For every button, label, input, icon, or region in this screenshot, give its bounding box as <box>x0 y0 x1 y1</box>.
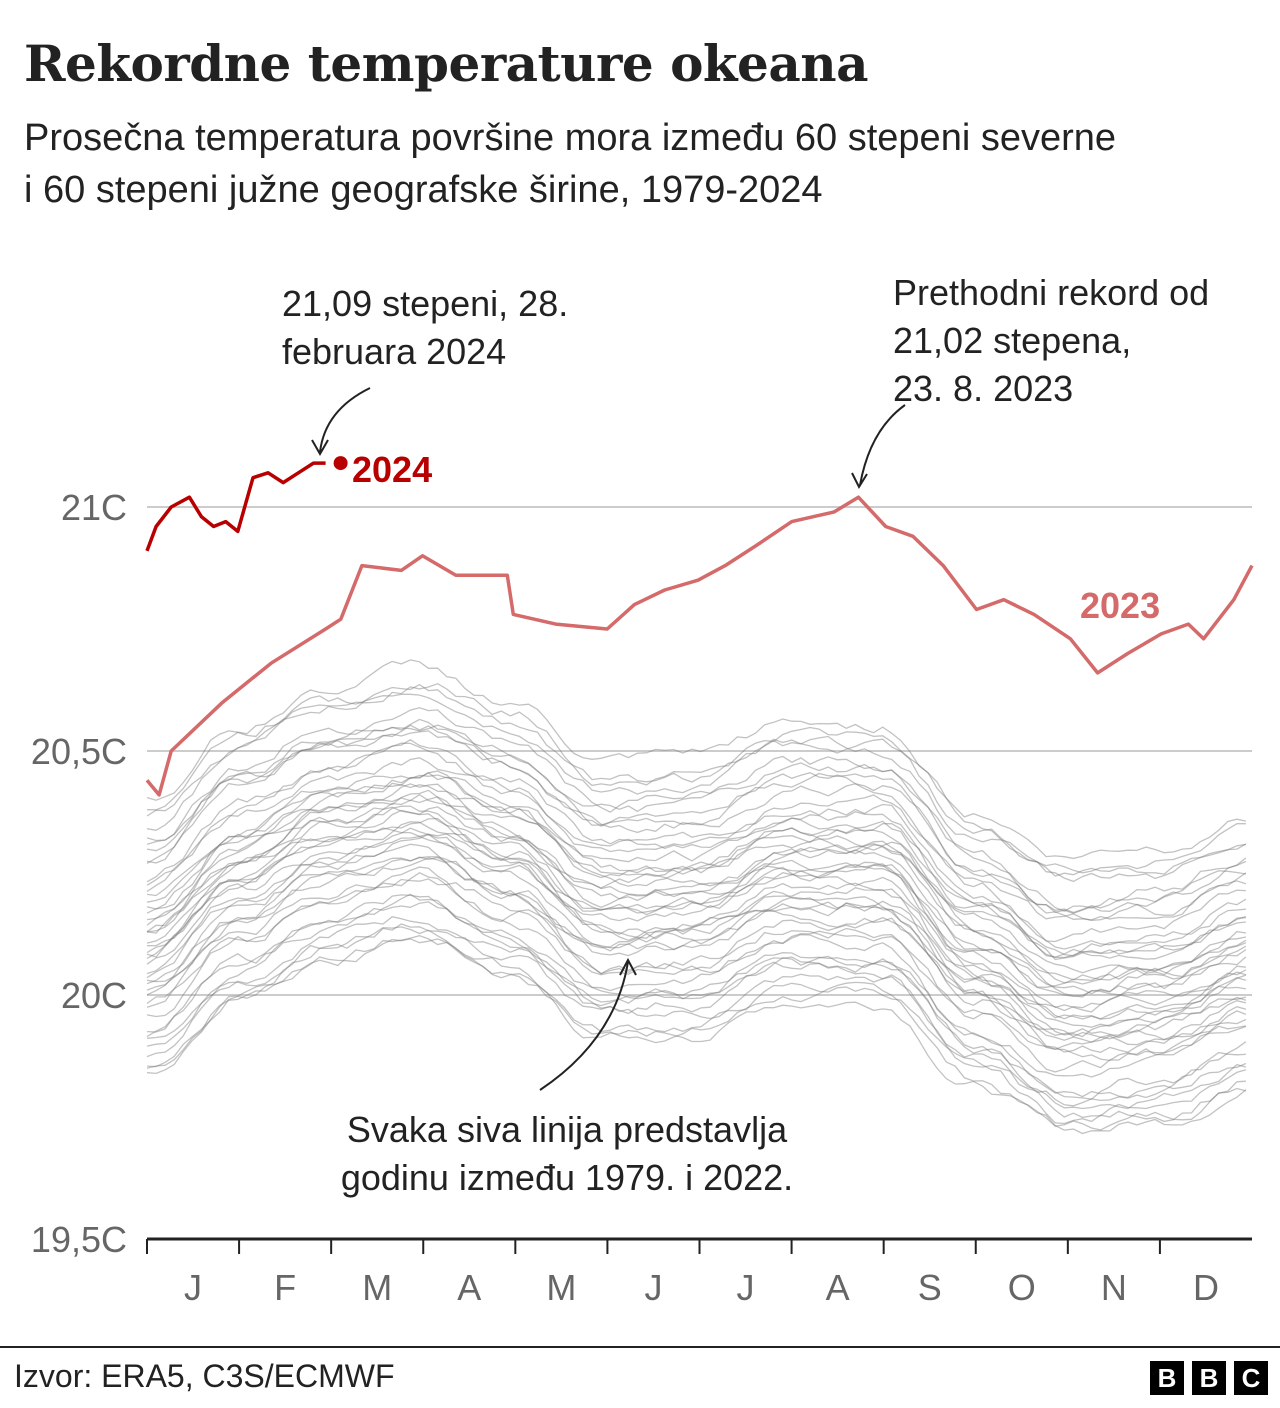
annotation-2024-record: 21,09 stepeni, 28. <box>282 283 568 324</box>
grey-year-line <box>146 938 1247 1135</box>
x-tick-label: N <box>1101 1267 1127 1308</box>
x-tick-label: J <box>737 1267 755 1308</box>
grey-year-line <box>146 789 1247 998</box>
grey-year-line <box>146 783 1247 981</box>
series-line-2024 <box>145 461 326 552</box>
grey-year-line <box>146 827 1247 1028</box>
grey-year-line <box>146 915 1247 1110</box>
grey-year-line <box>146 926 1246 1125</box>
chart-title: Rekordne temperature okeana <box>24 34 869 93</box>
annotation-2023-record: 21,02 stepena, <box>893 320 1131 361</box>
y-tick-label: 21C <box>61 487 127 528</box>
x-tick-label: M <box>362 1267 392 1308</box>
grey-year-line <box>146 856 1247 1043</box>
grey-year-line <box>146 730 1247 922</box>
grey-year-line <box>146 893 1247 1099</box>
grey-year-line <box>146 757 1246 957</box>
grey-year-line <box>146 770 1246 961</box>
x-tick-label: A <box>457 1267 481 1308</box>
annotation-2023-record: 23. 8. 2023 <box>893 368 1073 409</box>
grey-year-line <box>146 857 1247 1050</box>
grey-year-line <box>146 843 1247 1041</box>
grey-year-line <box>146 878 1247 1062</box>
grey-year-line <box>146 774 1247 958</box>
grey-year-line <box>146 693 1246 883</box>
x-tick-label: A <box>826 1267 850 1308</box>
y-tick-label: 20C <box>61 975 127 1016</box>
annotation-grey-lines: Svaka siva linija predstavlja <box>347 1109 788 1150</box>
grey-year-line <box>146 682 1246 874</box>
series-label-2024: 2024 <box>352 449 432 490</box>
grey-year-line <box>146 742 1247 950</box>
arrow-2024 <box>311 387 371 457</box>
grey-year-line <box>146 659 1247 860</box>
bbc-logo: B B C <box>1150 1361 1268 1395</box>
grey-year-line <box>146 856 1247 1053</box>
grey-year-line <box>146 683 1247 877</box>
grey-year-line <box>146 833 1247 1038</box>
logo-letter: B <box>1192 1361 1226 1395</box>
grey-year-line <box>146 771 1246 959</box>
plot-area: 21C 20,5C 20C 19,5C J F M A M J J A S O N D 2024 2023 21,0… <box>31 272 1254 1308</box>
x-tick-label: D <box>1193 1267 1219 1308</box>
arrow-2023 <box>851 404 906 490</box>
x-tick-label: S <box>918 1267 942 1308</box>
x-tick-label: O <box>1008 1267 1036 1308</box>
chart-subtitle: Prosečna temperatura površine mora izmeđ… <box>24 117 1117 211</box>
y-tick-label: 19,5C <box>31 1219 127 1260</box>
source-text: Izvor: ERA5, C3S/ECMWF <box>14 1358 395 1394</box>
grey-year-line <box>146 784 1246 974</box>
annotation-grey-lines: godinu između 1979. i 2022. <box>341 1157 793 1198</box>
grey-year-line <box>146 894 1247 1100</box>
footer-divider <box>0 1346 1280 1348</box>
grey-year-line <box>146 901 1246 1107</box>
annotation-2024-record: februara 2024 <box>282 331 506 372</box>
grey-year-line <box>146 724 1247 921</box>
series-label-2023: 2023 <box>1080 585 1160 626</box>
x-tick-label: M <box>546 1267 576 1308</box>
arrow-grey <box>539 957 637 1091</box>
grey-year-line <box>146 866 1247 1078</box>
y-tick-label: 20,5C <box>31 731 127 772</box>
grey-year-line <box>146 718 1247 914</box>
series-end-dot-2024 <box>333 456 348 471</box>
grey-year-line <box>146 805 1247 1013</box>
grey-year-line <box>146 724 1247 914</box>
grey-year-line <box>146 793 1247 985</box>
grey-year-line <box>146 871 1247 1073</box>
grey-year-line <box>146 817 1247 1020</box>
grey-year-line <box>146 806 1247 995</box>
logo-letter: C <box>1234 1361 1268 1395</box>
grey-year-line <box>146 827 1247 1020</box>
grey-year-line <box>146 806 1246 1006</box>
grey-year-line <box>146 923 1247 1119</box>
logo-letter: B <box>1150 1361 1184 1395</box>
x-tick-label: J <box>644 1267 662 1308</box>
series-line-2023 <box>145 495 1254 797</box>
grey-year-line <box>146 821 1247 1012</box>
grey-year-line <box>146 707 1247 912</box>
grey-year-line <box>146 935 1247 1131</box>
grey-year-line <box>146 835 1247 1040</box>
x-tick-label: F <box>274 1267 296 1308</box>
grey-year-line <box>146 796 1247 988</box>
grey-year-line <box>146 739 1246 943</box>
annotation-2023-record: Prethodni rekord od <box>893 272 1209 313</box>
x-tick-label: J <box>184 1267 202 1308</box>
